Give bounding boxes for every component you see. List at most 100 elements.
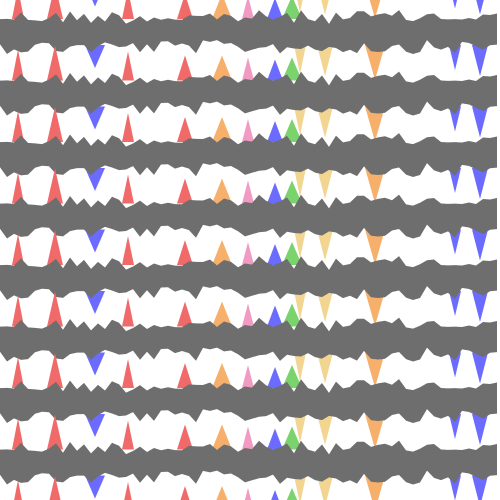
accent-spike [294, 414, 306, 443]
accent-spike [267, 305, 283, 327]
accent-spike [317, 475, 333, 500]
accent-spike [212, 0, 232, 19]
accent-spike [212, 424, 232, 450]
accent-spike [177, 0, 193, 19]
accent-spike [317, 45, 333, 76]
accent-spike [267, 182, 283, 204]
accent-spike [216, 486, 228, 500]
accent-spike [242, 0, 254, 19]
accent-spike [47, 107, 63, 142]
grey-band [0, 379, 497, 423]
accent-spike [472, 291, 488, 322]
accent-spike [47, 414, 63, 450]
accent-spike [267, 0, 283, 19]
accent-spike [244, 488, 252, 500]
accent-spike [212, 363, 232, 388]
accent-spike [49, 476, 61, 500]
accent-spike [177, 55, 193, 81]
accent-spike [212, 55, 232, 81]
accent-spike [122, 51, 134, 81]
grey-band [0, 256, 497, 300]
accent-spike [14, 480, 22, 500]
accent-spike [286, 488, 298, 500]
accent-spike [12, 295, 24, 327]
accent-spike [267, 244, 283, 265]
accent-spike [124, 482, 132, 500]
accent-spike [294, 45, 306, 74]
accent-spike [294, 475, 306, 500]
accent-spike [294, 352, 306, 382]
accent-spike [472, 475, 488, 500]
accent-spike [294, 229, 306, 259]
accent-spike [212, 178, 232, 204]
grey-band [0, 71, 497, 116]
accent-spike [472, 106, 488, 138]
accent-spike [452, 0, 458, 9]
accent-spike [47, 168, 63, 204]
accent-spike [212, 240, 232, 265]
grey-band [0, 10, 497, 54]
accent-spike [321, 0, 329, 15]
accent-spike [177, 424, 193, 450]
accent-spike [12, 357, 24, 388]
accent-spike [242, 365, 254, 388]
accent-spike [177, 240, 193, 265]
accent-spike [365, 229, 385, 265]
accent-spike [449, 291, 461, 316]
accent-spike [122, 420, 134, 450]
accent-spike [365, 291, 385, 326]
accent-spike [267, 428, 283, 450]
grey-band [0, 194, 497, 239]
accent-spike [92, 0, 98, 7]
accent-spike [365, 45, 385, 80]
accent-spike [47, 353, 63, 388]
grey-band [0, 133, 497, 177]
accent-spike [294, 291, 306, 320]
accent-spike [12, 172, 24, 204]
accent-spike [267, 59, 283, 81]
accent-spike [449, 106, 461, 132]
accent-spike [294, 168, 306, 197]
accent-spike [242, 180, 254, 204]
accent-spike [12, 111, 24, 142]
accent-spike [365, 352, 385, 388]
accent-spike [472, 168, 488, 199]
accent-spike [271, 490, 279, 500]
accent-spike [122, 359, 134, 388]
accent-spike [317, 229, 333, 261]
accent-spike [47, 230, 63, 265]
accent-spike [317, 291, 333, 322]
accent-spike [180, 486, 190, 500]
accent-spike [365, 106, 385, 142]
accent-spike [122, 0, 134, 19]
accent-spike [242, 119, 254, 142]
accent-spike [267, 367, 283, 388]
accent-spike [472, 352, 488, 384]
accent-spike [449, 475, 461, 500]
accent-spike [317, 414, 333, 445]
accent-spike [47, 291, 63, 327]
accent-spike [122, 174, 134, 204]
accent-spike [365, 168, 385, 203]
accent-spike [242, 303, 254, 327]
accent-spike [177, 301, 193, 327]
accent-spike [472, 45, 488, 76]
accent-spike [476, 0, 484, 15]
accent-spike [122, 236, 134, 265]
grey-band [0, 440, 497, 485]
accent-spike [317, 106, 333, 138]
accent-spike [242, 242, 254, 265]
accent-spike [267, 121, 283, 142]
accent-spike [122, 113, 134, 142]
accent-spike [12, 49, 24, 81]
accent-spike [449, 352, 461, 378]
accent-spike [47, 45, 63, 81]
grey-band [0, 317, 497, 362]
accent-spike [294, 106, 306, 136]
accent-spike [242, 426, 254, 450]
accent-spike [47, 0, 63, 19]
accent-spike [449, 229, 461, 255]
accent-spike [12, 234, 24, 265]
